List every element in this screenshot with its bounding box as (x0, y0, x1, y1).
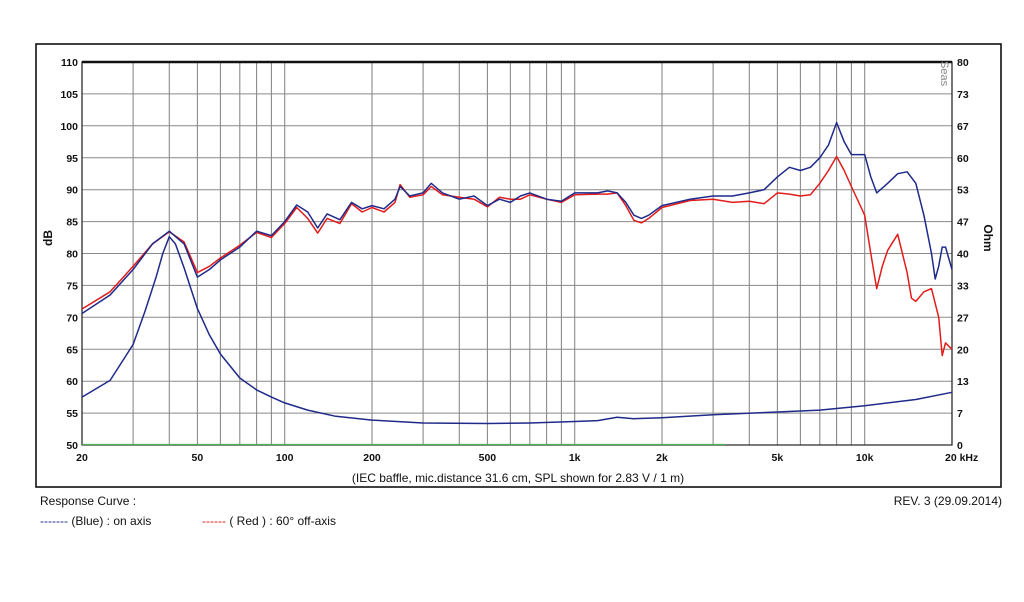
series (81, 121, 953, 425)
y-left-tick-label: 75 (66, 280, 78, 292)
x-tick-label: 50 (192, 452, 204, 464)
x-tick-label: 2k (656, 452, 668, 464)
y-right-tick-label: 67 (957, 121, 969, 133)
y-left-tick-label: 85 (66, 217, 78, 229)
y-right-tick-label: 53 (957, 185, 969, 197)
legend-off-axis: ------ ( Red ) : 60° off-axis (202, 514, 336, 528)
series-line-60-off-axis (81, 155, 953, 357)
y-left-tick-label: 70 (66, 312, 78, 324)
x-tick-label: 5k (772, 452, 784, 464)
x-tick-label: 20 kHz (945, 452, 978, 464)
y-right-tick-label: 60 (957, 153, 969, 165)
x-tick-label: 100 (276, 452, 294, 464)
x-tick-label: 20 (76, 452, 88, 464)
legend-on-axis-label: (Blue) : on axis (71, 514, 152, 528)
y-right-tick-label: 0 (957, 440, 963, 452)
y-right-tick-label: 73 (957, 89, 969, 101)
y-left-tick-label: 50 (66, 440, 78, 452)
y-right-tick-label: 80 (957, 57, 969, 69)
y-right-tick-label: 27 (957, 312, 969, 324)
y-left-tick-label: 55 (66, 408, 78, 420)
footer-title: Response Curve : (40, 494, 137, 508)
y-right-tick-label: 47 (957, 217, 969, 229)
y-left-tick-label: 80 (66, 249, 78, 261)
y-right-tick-label: 40 (957, 249, 969, 261)
legend-off-axis-line: ------ (202, 514, 226, 528)
y-left-tick-label: 60 (66, 376, 78, 388)
y-axis-left-label: dB (41, 230, 55, 246)
revision-label: REV. 3 (29.09.2014) (893, 494, 1002, 508)
series-line-on-axis (81, 121, 953, 315)
tick-labels: 20 50 100 200 500 1k 2k 5k 10k 20 kHz110105100959… (60, 57, 978, 464)
y-left-tick-label: 95 (66, 153, 78, 165)
y-right-tick-label: 13 (957, 376, 969, 388)
chart-frame (35, 43, 1002, 488)
y-left-tick-label: 105 (60, 89, 78, 101)
y-left-tick-label: 100 (60, 121, 78, 133)
x-tick-label: 200 (363, 452, 381, 464)
y-left-tick-label: 90 (66, 185, 78, 197)
grid (81, 60, 953, 446)
watermark: Seas (938, 61, 950, 87)
y-axis-right-label: Ohm (981, 224, 995, 251)
y-right-tick-label: 20 (957, 344, 969, 356)
series-line-impedance (81, 235, 953, 425)
y-right-tick-label: 7 (957, 408, 963, 420)
y-left-tick-label: 110 (61, 57, 78, 69)
legend-on-axis: ------- (Blue) : on axis (40, 514, 151, 528)
y-right-tick-label: 33 (957, 280, 969, 292)
x-tick-label: 500 (479, 452, 497, 464)
legend-off-axis-label: ( Red ) : 60° off-axis (229, 514, 336, 528)
chart-caption: (IEC baffle, mic.distance 31.6 cm, SPL s… (352, 471, 684, 485)
legend-on-axis-line: ------- (40, 514, 68, 528)
y-left-tick-label: 65 (66, 344, 78, 356)
x-tick-label: 1k (569, 452, 581, 464)
x-tick-label: 10k (856, 452, 874, 464)
